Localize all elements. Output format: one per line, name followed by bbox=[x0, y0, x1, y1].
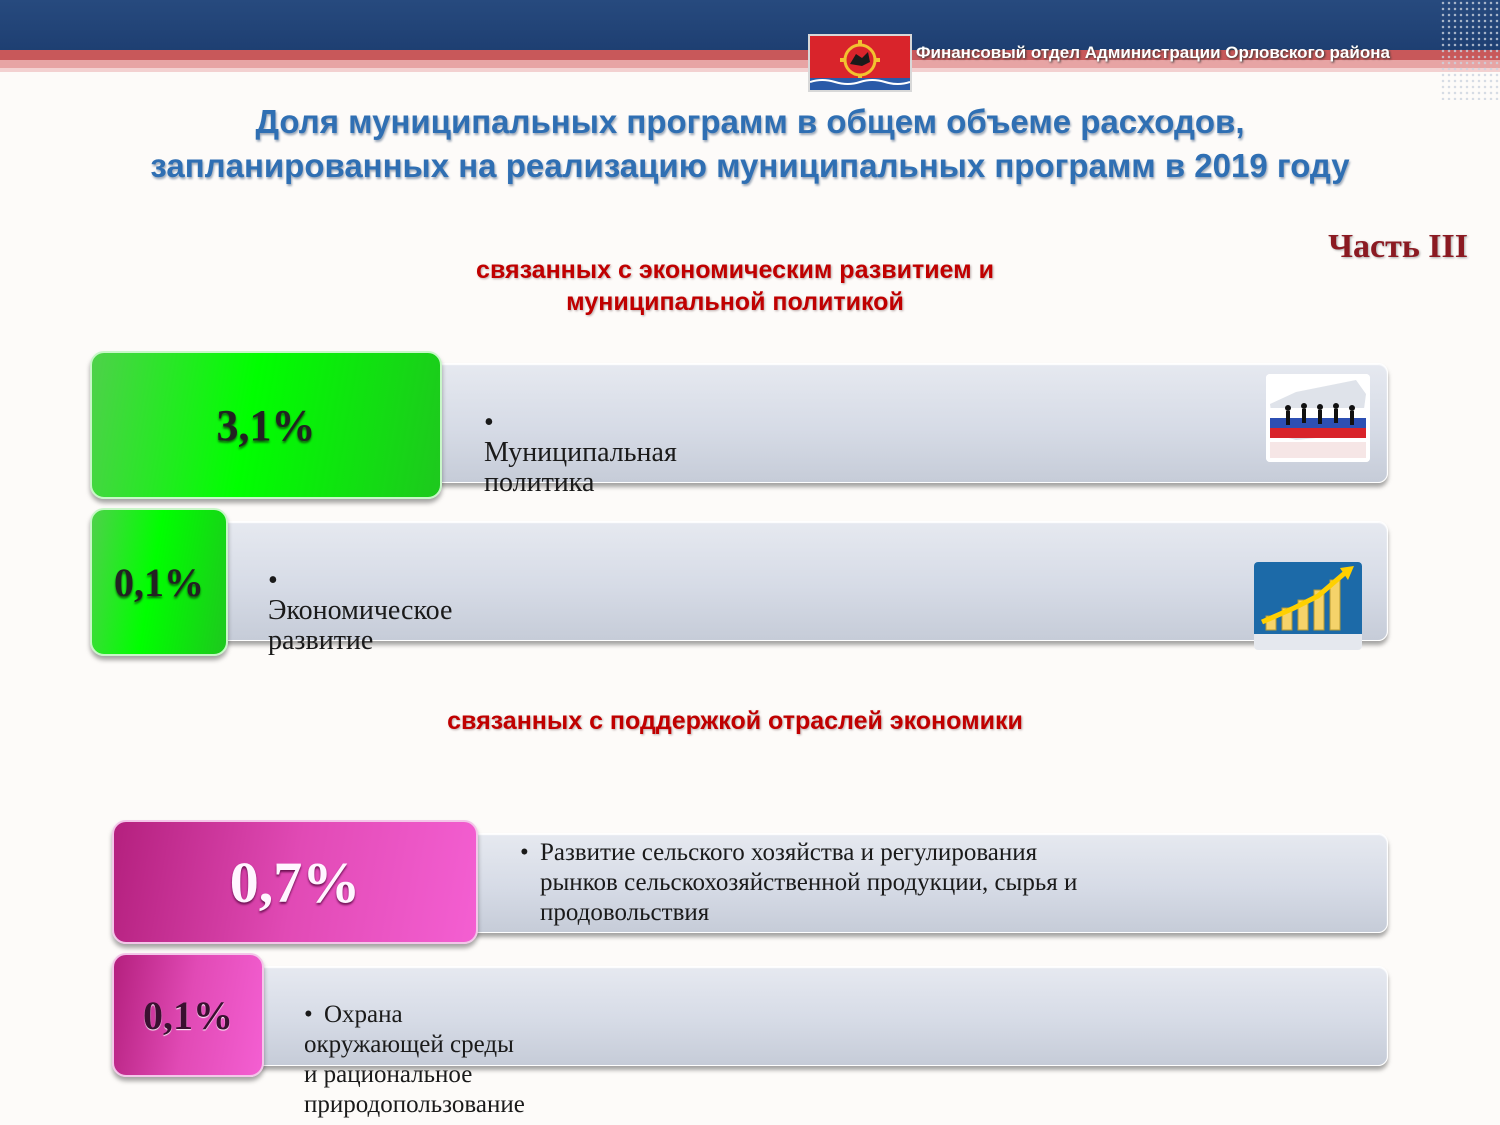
item-bar bbox=[455, 833, 1388, 933]
item-label: • Охрана окружающей среды и рациональное … bbox=[304, 1001, 525, 1118]
percent-value: 0,7% bbox=[229, 849, 361, 915]
program-name: Экономическое развитие bbox=[268, 595, 453, 656]
section-title-industry: связанных с поддержкой отраслей экономик… bbox=[447, 707, 1023, 735]
part-label: Часть III bbox=[1328, 228, 1468, 265]
coat-of-arms-logo bbox=[808, 34, 912, 92]
percent-value: 3,1% bbox=[216, 400, 316, 450]
header-stripe bbox=[0, 68, 1500, 72]
header-stripe bbox=[0, 50, 1500, 60]
program-name: Охрана окружающей среды и рациональное п… bbox=[304, 1001, 525, 1118]
item-bar bbox=[420, 363, 1388, 483]
item-label-line: продовольствия bbox=[540, 899, 710, 926]
item-label: •Экономическое развитие bbox=[268, 565, 453, 656]
percent-badge: 0,1% bbox=[90, 508, 228, 656]
program-name: Муниципальная политика bbox=[484, 437, 677, 498]
item-label: • Развитие сельского хозяйства и регулиро… bbox=[520, 838, 1360, 928]
org-name: Финансовый отдел Администрации Орловског… bbox=[916, 43, 1390, 62]
decorative-dot bbox=[1443, 34, 1448, 39]
item-label-line: • Развитие сельского хозяйства и регулиро… bbox=[520, 839, 1038, 866]
section-title-economic: связанных с экономическим развитием и му… bbox=[476, 256, 994, 316]
corner-pattern bbox=[1440, 0, 1500, 100]
top-band bbox=[0, 0, 1500, 50]
item-bar bbox=[245, 966, 1388, 1066]
russia-map-people-icon bbox=[1266, 374, 1370, 462]
item-label-line: рынков сельскохозяйственной продукции, с… bbox=[540, 869, 1078, 896]
percent-badge: 0,1% bbox=[112, 953, 264, 1077]
header-stripe bbox=[0, 60, 1500, 68]
item-label: •Муниципальная политика bbox=[484, 407, 677, 498]
item-bar bbox=[212, 521, 1388, 641]
percent-value: 0,1% bbox=[143, 992, 233, 1038]
percent-value: 0,1% bbox=[114, 559, 204, 605]
page-title: Доля муниципальных программ в общем объе… bbox=[150, 103, 1350, 184]
percent-badge: 0,7% bbox=[112, 820, 478, 944]
growth-chart-icon bbox=[1254, 562, 1362, 650]
percent-badge: 3,1% bbox=[90, 351, 442, 499]
